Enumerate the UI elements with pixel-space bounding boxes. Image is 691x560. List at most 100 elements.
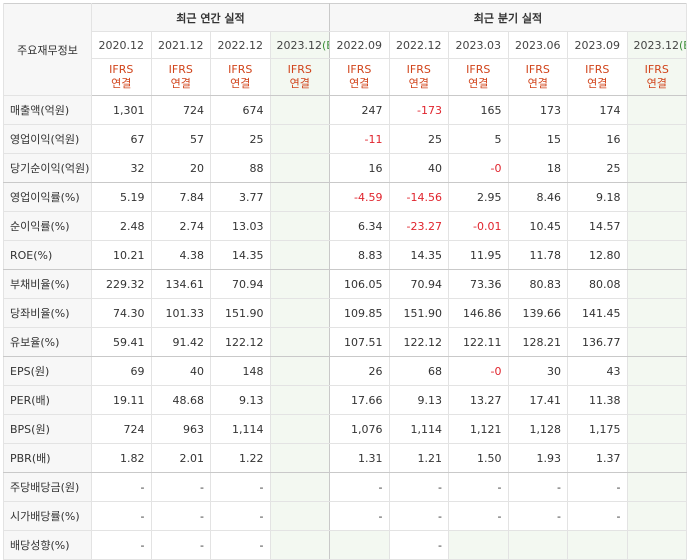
annual-value-cell: 91.42 <box>150 327 211 357</box>
annual-value-cell <box>269 182 330 212</box>
table-row: PBR(배) 1.82 2.01 1.22 1.31 1.21 1.50 1.93 1.37 <box>3 443 687 473</box>
quarterly-value-cell <box>507 530 568 560</box>
quarterly-value-cell: 68 <box>388 356 449 386</box>
quarterly-value-cell: 1.37 <box>567 443 627 473</box>
annual-value-cell: - <box>210 530 270 560</box>
quarterly-value-cell: - <box>567 501 627 531</box>
quarterly-value-cell: 6.34 <box>329 211 389 241</box>
quarterly-value-cell <box>626 211 687 241</box>
quarterly-value-cell <box>626 95 687 125</box>
quarterly-value-cell: 1,114 <box>388 414 449 444</box>
quarterly-value-cell: - <box>448 472 508 502</box>
quarterly-value-cell: 247 <box>329 95 389 125</box>
row-label: PER(배) <box>3 385 92 415</box>
annual-value-cell: 32 <box>91 153 151 183</box>
quarterly-value-cell: 11.95 <box>448 240 508 270</box>
table-row: 영업이익률(%) 5.19 7.84 3.77 -4.59 -14.56 2.95 8.46 9… <box>3 182 687 212</box>
quarterly-value-cell: 122.12 <box>388 327 449 357</box>
row-label: BPS(원) <box>3 414 92 444</box>
annual-value-cell: - <box>150 472 211 502</box>
annual-value-cell: 724 <box>91 414 151 444</box>
quarterly-value-cell: 9.13 <box>388 385 449 415</box>
annual-value-cell: 5.19 <box>91 182 151 212</box>
quarterly-value-cell: 25 <box>388 124 449 154</box>
quarterly-period-header: 2023.12(E) <box>626 31 687 59</box>
quarterly-value-cell: 43 <box>567 356 627 386</box>
annual-value-cell: 1.82 <box>91 443 151 473</box>
quarterly-value-cell <box>448 530 508 560</box>
quarterly-group-header: 최근 분기 실적 <box>329 3 687 32</box>
table-row: 시가배당률(%) - - - - - - - - <box>3 501 687 531</box>
annual-value-cell <box>269 530 330 560</box>
annual-value-cell <box>269 385 330 415</box>
quarterly-value-cell: 1.31 <box>329 443 389 473</box>
row-label: 순이익률(%) <box>3 211 92 241</box>
annual-value-cell: 1,114 <box>210 414 270 444</box>
table-row: EPS(원) 69 40 148 26 68 -0 30 43 <box>3 356 687 386</box>
quarterly-value-cell: 15 <box>507 124 568 154</box>
quarterly-value-cell: 14.57 <box>567 211 627 241</box>
table-row: 당기순이익(억원) 32 20 88 16 40 -0 18 25 <box>3 153 687 183</box>
quarterly-value-cell: 109.85 <box>329 298 389 328</box>
quarterly-value-cell: - <box>388 472 449 502</box>
annual-value-cell: 67 <box>91 124 151 154</box>
quarterly-value-cell <box>626 327 687 357</box>
quarterly-value-cell: 12.80 <box>567 240 627 270</box>
quarterly-value-cell: 9.18 <box>567 182 627 212</box>
quarterly-value-cell: 8.46 <box>507 182 568 212</box>
annual-value-cell <box>269 95 330 125</box>
accounting-basis-label: IFRS 연결 <box>507 58 568 96</box>
quarterly-value-cell <box>567 530 627 560</box>
annual-value-cell: 7.84 <box>150 182 211 212</box>
quarterly-value-cell <box>626 501 687 531</box>
accounting-basis-label: IFRS 연결 <box>388 58 449 96</box>
row-label: 매출액(억원) <box>3 95 92 125</box>
row-label: 주당배당금(원) <box>3 472 92 502</box>
table-row: 매출액(억원) 1,301 724 674 247 -173 165 173 174 <box>3 95 687 125</box>
annual-value-cell <box>269 472 330 502</box>
quarterly-value-cell: 151.90 <box>388 298 449 328</box>
quarterly-value-cell: 1,175 <box>567 414 627 444</box>
quarterly-period-header: 2022.12 <box>388 31 449 59</box>
annual-value-cell <box>269 153 330 183</box>
annual-period-header: 2020.12 <box>91 31 151 59</box>
table-row: 유보율(%) 59.41 91.42 122.12 107.51 122.12 122.11… <box>3 327 687 357</box>
annual-value-cell <box>269 327 330 357</box>
table-row: 당좌비율(%) 74.30 101.33 151.90 109.85 151.90 146.… <box>3 298 687 328</box>
quarterly-value-cell: - <box>329 501 389 531</box>
accounting-basis-label: IFRS 연결 <box>91 58 151 96</box>
quarterly-value-cell: - <box>567 472 627 502</box>
accounting-basis-label: IFRS 연결 <box>210 58 270 96</box>
annual-value-cell <box>269 211 330 241</box>
annual-value-cell: 88 <box>210 153 270 183</box>
accounting-basis-label: IFRS 연결 <box>567 58 627 96</box>
annual-value-cell: 57 <box>150 124 211 154</box>
quarterly-value-cell <box>626 182 687 212</box>
annual-value-cell <box>269 269 330 299</box>
quarterly-value-cell <box>626 530 687 560</box>
quarterly-value-cell: -4.59 <box>329 182 389 212</box>
annual-value-cell: 229.32 <box>91 269 151 299</box>
quarterly-value-cell: 17.41 <box>507 385 568 415</box>
quarterly-value-cell: 141.45 <box>567 298 627 328</box>
table-row: 순이익률(%) 2.48 2.74 13.03 6.34 -23.27 -0.01 10.45… <box>3 211 687 241</box>
annual-value-cell: 101.33 <box>150 298 211 328</box>
annual-value-cell: 74.30 <box>91 298 151 328</box>
quarterly-value-cell: 18 <box>507 153 568 183</box>
quarterly-value-cell <box>329 530 389 560</box>
annual-value-cell: 963 <box>150 414 211 444</box>
quarterly-period-header: 2023.06 <box>507 31 568 59</box>
table-row: PER(배) 19.11 48.68 9.13 17.66 9.13 13.27 17.41 1… <box>3 385 687 415</box>
annual-value-cell: - <box>91 530 151 560</box>
annual-value-cell: 2.74 <box>150 211 211 241</box>
quarterly-value-cell: 11.78 <box>507 240 568 270</box>
annual-value-cell: 14.35 <box>210 240 270 270</box>
quarterly-value-cell <box>626 443 687 473</box>
annual-value-cell: - <box>210 472 270 502</box>
quarterly-period-header: 2022.09 <box>329 31 389 59</box>
row-label: PBR(배) <box>3 443 92 473</box>
annual-value-cell: - <box>91 472 151 502</box>
annual-value-cell: 13.03 <box>210 211 270 241</box>
quarterly-value-cell: 165 <box>448 95 508 125</box>
quarterly-value-cell <box>626 269 687 299</box>
